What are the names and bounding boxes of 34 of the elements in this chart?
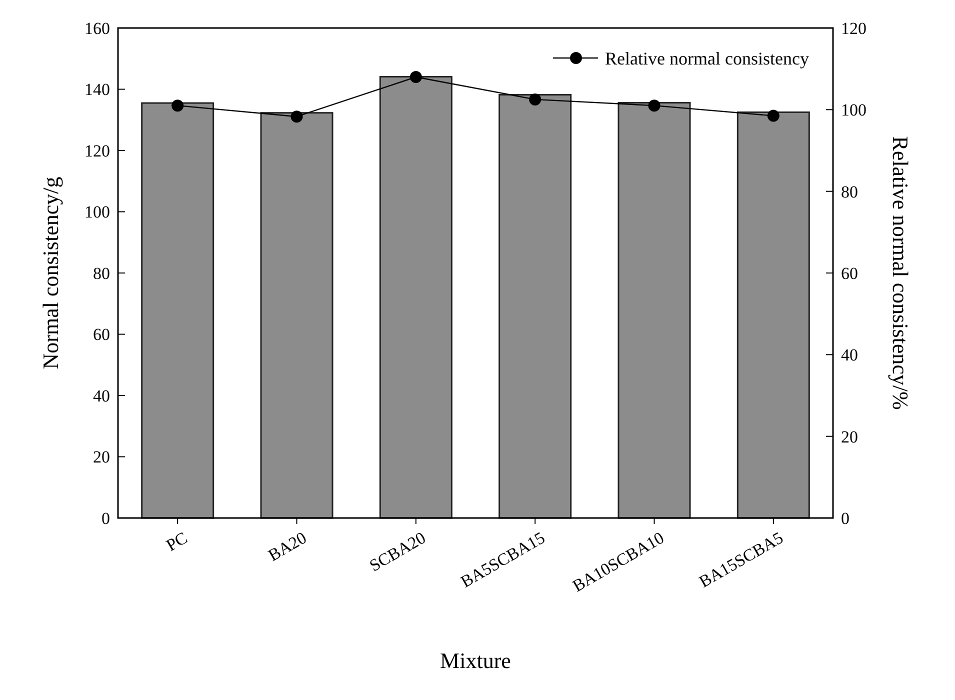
point [410, 71, 422, 83]
y-tick-label: 160 [84, 18, 110, 38]
bar [141, 102, 214, 519]
y2-tick-label: 60 [841, 264, 858, 283]
point [172, 100, 184, 112]
y2-tick-label: 100 [841, 100, 866, 120]
y2-tick-label: 20 [841, 427, 858, 446]
x-tick-label: BA20 [265, 528, 310, 565]
y2-tick-label: 80 [841, 182, 858, 202]
bar [379, 76, 452, 519]
y-tick-label: 120 [84, 141, 110, 160]
y-tick-label: 60 [93, 325, 110, 344]
y-tick-label: 0 [102, 508, 110, 528]
y-tick-label: 40 [93, 386, 110, 406]
y-axis-title: Normal consistency/g [38, 176, 63, 370]
y2-tick-label: 40 [841, 346, 858, 365]
point [648, 100, 660, 112]
legend-label: Relative normal consistency [605, 48, 809, 68]
y-tick-label: 20 [93, 448, 110, 467]
y2-tick-label: 0 [841, 508, 850, 528]
y2-axis-title: Relative normal consistency/% [888, 136, 913, 410]
point [529, 93, 542, 106]
point [767, 110, 780, 122]
y-tick-label: 100 [84, 202, 110, 222]
bar [736, 111, 810, 519]
y2-tick-label: 120 [841, 18, 866, 38]
x-axis-title: Mixture [440, 648, 511, 673]
bar [618, 102, 691, 519]
y-tick-label: 140 [84, 80, 110, 100]
y-tick-label: 80 [93, 264, 110, 283]
x-tick-label: PC [163, 528, 191, 556]
bar [498, 94, 572, 519]
point [290, 110, 303, 123]
bar [260, 112, 334, 519]
